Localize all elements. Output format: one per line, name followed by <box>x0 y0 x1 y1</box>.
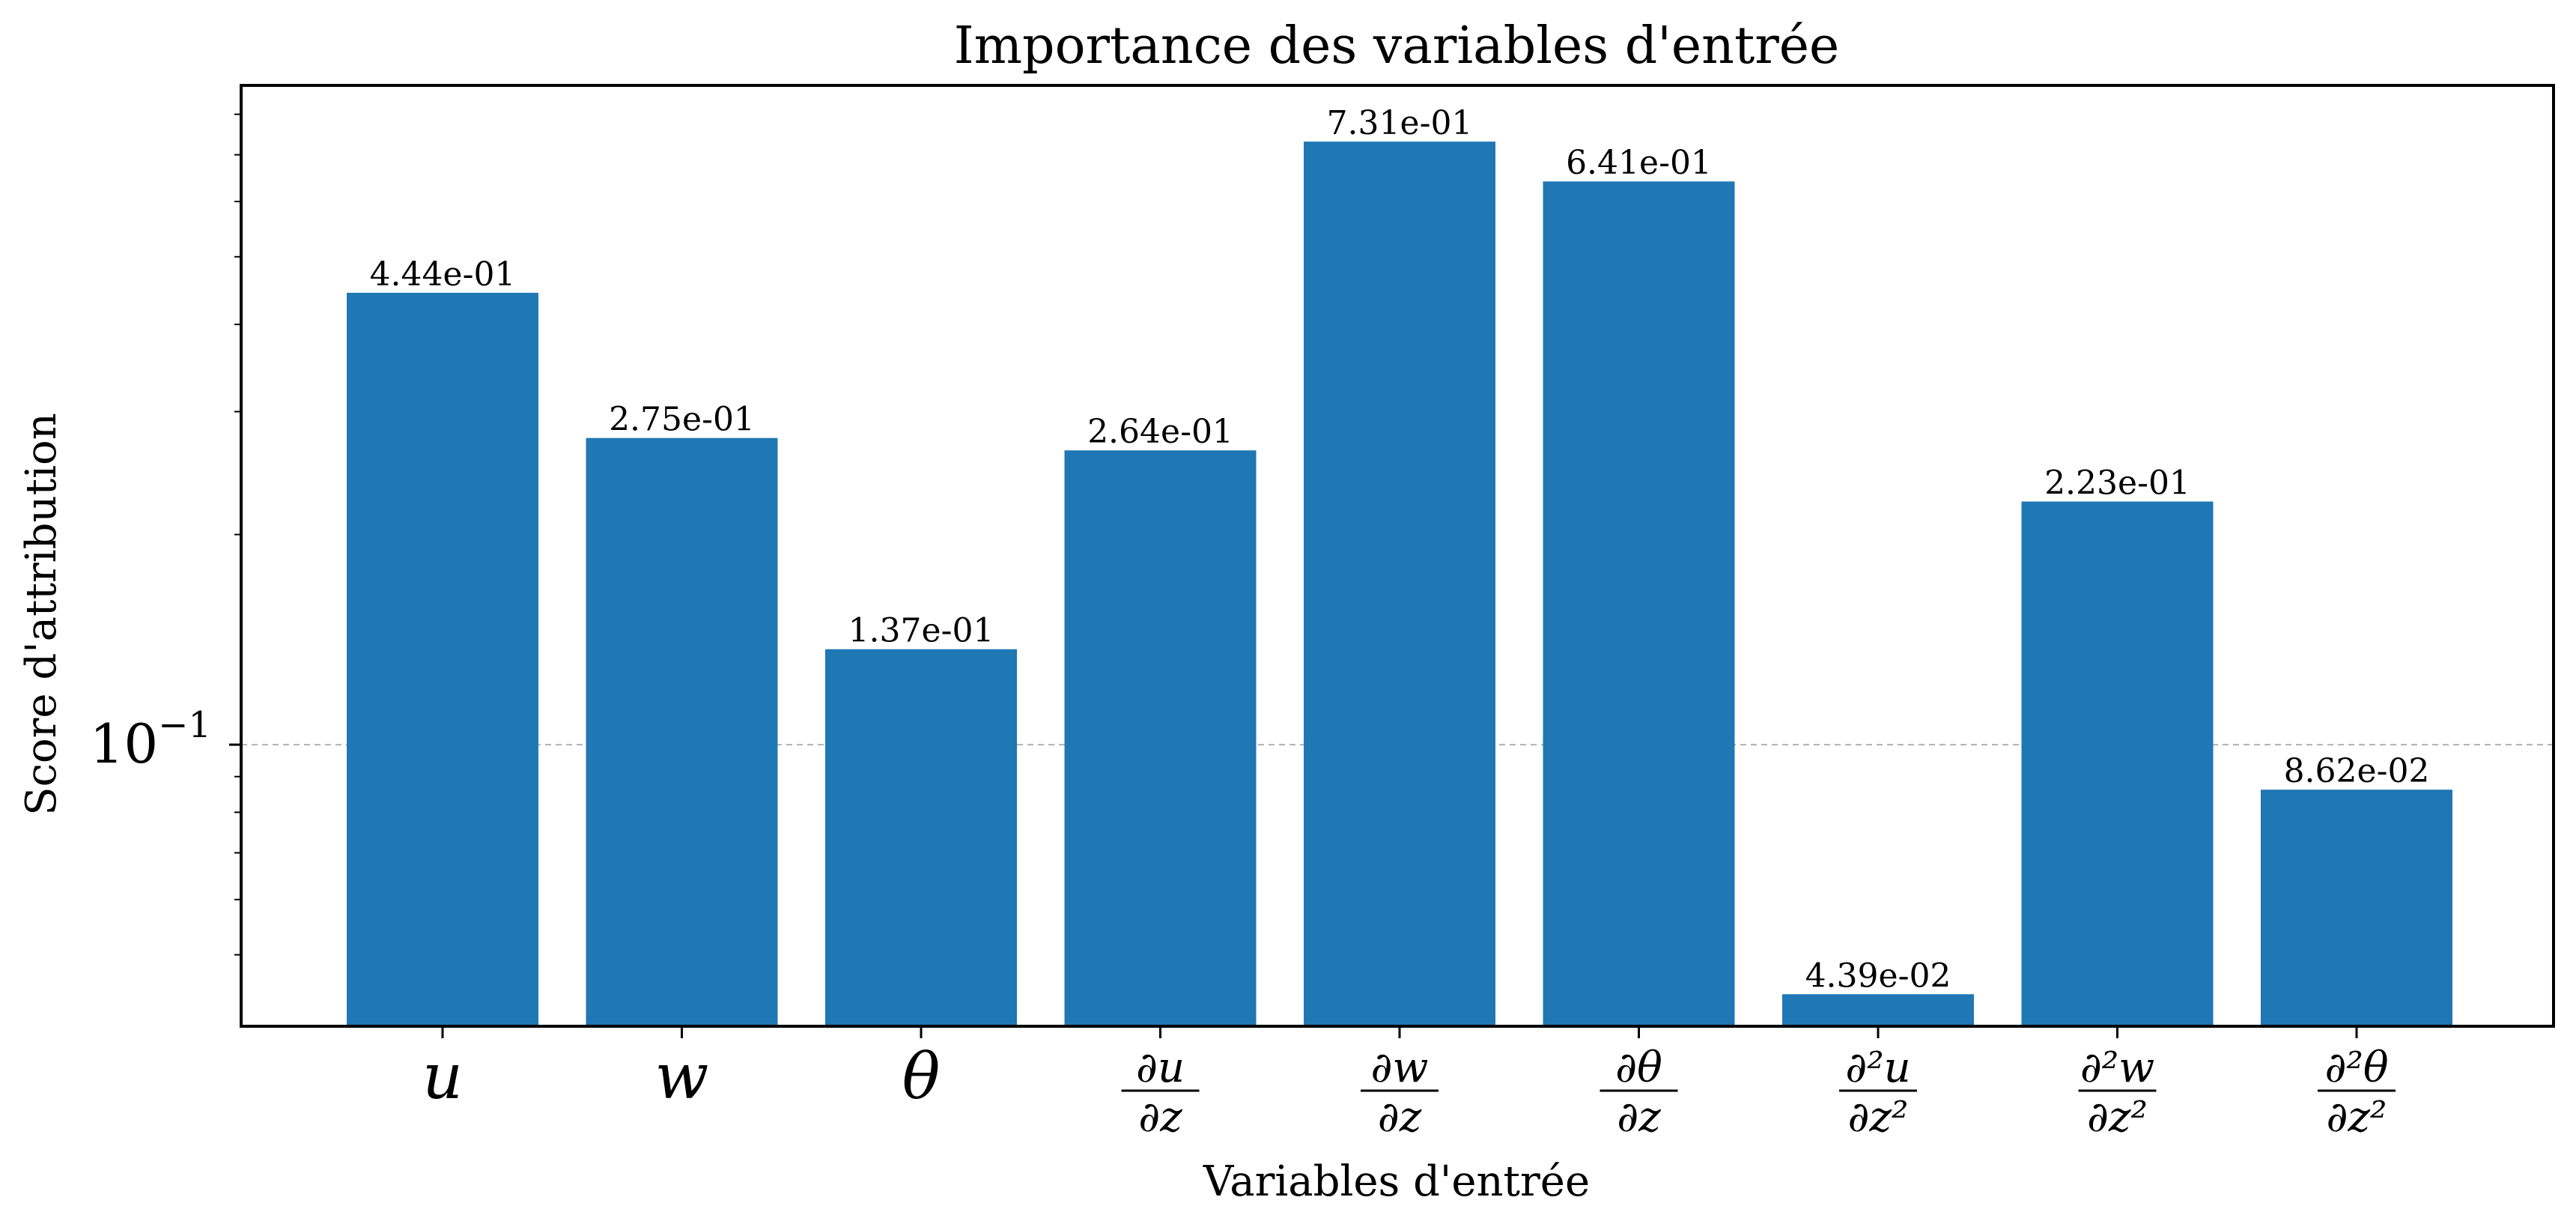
chart-title: Importance des variables d'entrée <box>954 16 1840 76</box>
bar-value-label: 7.31e-01 <box>1327 104 1473 142</box>
bar <box>1304 142 1495 1027</box>
bar <box>1782 994 1974 1026</box>
bars <box>347 142 2452 1027</box>
x-tick-label-numerator: ∂θ <box>1615 1043 1662 1092</box>
bar <box>347 292 538 1026</box>
bar <box>1064 450 1257 1026</box>
bar-value-label: 6.41e-01 <box>1566 144 1712 182</box>
x-tick-label-numerator: ∂²u <box>1845 1043 1910 1092</box>
bar-value-label: 2.75e-01 <box>609 401 755 439</box>
x-tick-label-denominator: ∂z² <box>2087 1093 2148 1142</box>
bar-value-label: 2.23e-01 <box>2044 464 2190 503</box>
x-tick-label: θ <box>902 1040 941 1113</box>
y-axis-ticks: 10−1 <box>90 113 241 956</box>
bar-value-label: 1.37e-01 <box>848 612 994 650</box>
x-tick-label-numerator: ∂²θ <box>2324 1043 2388 1092</box>
x-tick-label-denominator: ∂z <box>1378 1093 1422 1142</box>
x-tick-label-denominator: ∂z <box>1617 1093 1661 1142</box>
plot-frame <box>240 84 2555 1028</box>
value-labels: 4.44e-01 2.75e-01 1.37e-01 2.64e-01 7.31e-01… <box>370 104 2430 995</box>
x-tick-label-denominator: ∂z <box>1138 1093 1182 1142</box>
bar-value-label: 4.39e-02 <box>1805 957 1951 995</box>
x-tick-label-numerator: ∂u <box>1136 1043 1185 1092</box>
y-tick-label: 10−1 <box>90 704 211 775</box>
x-tick-label: u <box>422 1040 463 1113</box>
x-tick-label-numerator: ∂w <box>1371 1043 1429 1092</box>
x-tick-label-numerator: ∂²w <box>2080 1043 2154 1092</box>
x-tick-label-denominator: ∂z² <box>2327 1093 2387 1142</box>
x-axis-ticks: u w θ ∂u∂z∂w∂z∂θ∂z∂²u∂z²∂²w∂z²∂²θ∂z² <box>422 1026 2396 1142</box>
bar <box>1543 181 1735 1026</box>
bar <box>586 437 778 1026</box>
x-tick-label: w <box>655 1040 709 1113</box>
bar <box>2261 790 2452 1026</box>
bar-value-label: 8.62e-02 <box>2284 752 2430 790</box>
bar-value-label: 2.64e-01 <box>1087 413 1233 451</box>
bar <box>2021 501 2214 1026</box>
y-axis-label: Score d'attribution <box>17 413 66 816</box>
bar <box>825 649 1017 1026</box>
x-tick-label-denominator: ∂z² <box>1848 1093 1909 1142</box>
x-axis-label: Variables d'entrée <box>1203 1157 1590 1206</box>
bar-value-label: 4.44e-01 <box>370 255 516 294</box>
